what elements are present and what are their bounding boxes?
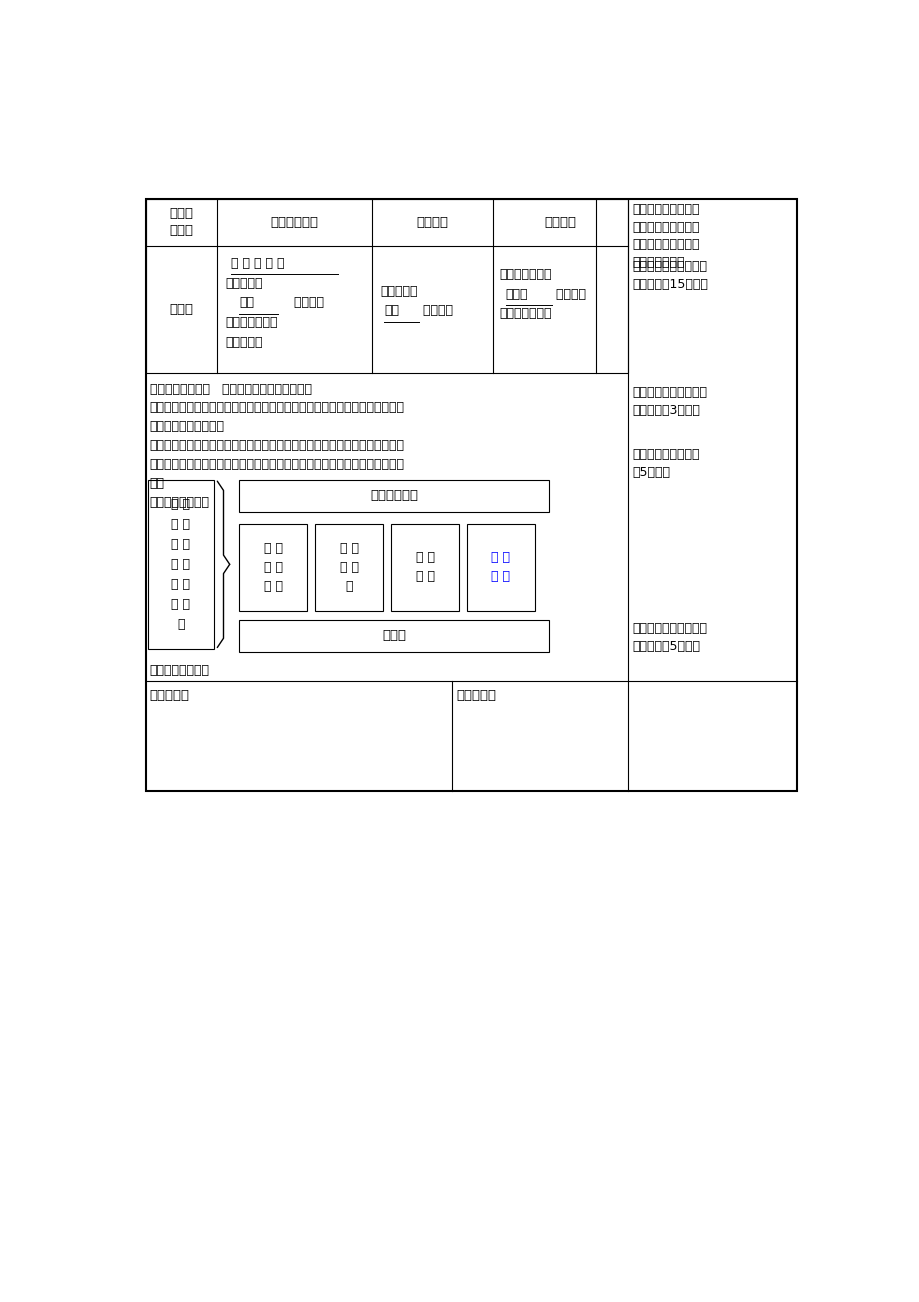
Bar bbox=[314, 525, 382, 611]
Text: 第四步：变式训练   学案上例题作为变式训练题: 第四步：变式训练 学案上例题作为变式训练题 bbox=[150, 383, 312, 396]
Text: 大牧场放牧业: 大牧场放牧业 bbox=[369, 490, 417, 503]
Text: 教师及时把握学生动
态，对记忆和理解有
困难的知识点进行及
时的讲解和点评: 教师及时把握学生动 态，对记忆和理解有 困难的知识点进行及 时的讲解和点评 bbox=[632, 203, 699, 268]
Text: 板书设计：: 板书设计： bbox=[456, 689, 495, 702]
Text: 区位条件: 区位条件 bbox=[416, 216, 448, 229]
Bar bbox=[146, 199, 796, 792]
Text: 新西兰等地: 新西兰等地 bbox=[225, 336, 262, 349]
Text: 北 美 五 大 湖: 北 美 五 大 湖 bbox=[231, 256, 285, 270]
Text: 乳畜业: 乳畜业 bbox=[169, 303, 193, 316]
Text: 掌握: 掌握 bbox=[150, 477, 165, 490]
Text: 乳畜业: 乳畜业 bbox=[381, 629, 405, 642]
Text: 主 要
分 布
地 区: 主 要 分 布 地 区 bbox=[264, 542, 282, 592]
Text: 农业地
域类型: 农业地 域类型 bbox=[169, 207, 193, 237]
Text: 合作探究，视导讨论，
穿插巩固（3分钟）: 合作探究，视导讨论， 穿插巩固（3分钟） bbox=[632, 387, 707, 418]
Text: 让学生自己产生疑问，设置相关问题，自己铺设道路，达到水到渠成的目的，: 让学生自己产生疑问，设置相关问题，自己铺设道路，达到水到渠成的目的， bbox=[150, 401, 404, 414]
Text: 总结升华，回扣目标
（5分钟）: 总结升华，回扣目标 （5分钟） bbox=[632, 448, 699, 479]
Bar bbox=[239, 479, 549, 512]
Bar bbox=[466, 525, 535, 611]
Text: 、集约化: 、集约化 bbox=[551, 288, 585, 301]
Text: 主 要
特 点: 主 要 特 点 bbox=[491, 552, 510, 583]
Text: 需求量大: 需求量大 bbox=[418, 305, 452, 318]
Bar bbox=[146, 199, 628, 374]
Text: 以及澳大利亚、: 以及澳大利亚、 bbox=[225, 316, 278, 329]
Text: 教学反思：: 教学反思： bbox=[150, 689, 189, 702]
Text: 让学生学会图文转换。: 让学生学会图文转换。 bbox=[150, 421, 224, 434]
Text: 城市发展，: 城市发展， bbox=[380, 285, 417, 298]
Bar bbox=[391, 525, 459, 611]
Bar bbox=[239, 525, 307, 611]
Text: 主要分布地区: 主要分布地区 bbox=[270, 216, 319, 229]
Text: 第五步：解惑答疑该环节为学生讨论探究本节课知识点和变式训练以及尝试训: 第五步：解惑答疑该环节为学生讨论探究本节课知识点和变式训练以及尝试训 bbox=[150, 439, 404, 452]
Text: 区 位
条 件: 区 位 条 件 bbox=[415, 552, 434, 583]
Text: 市场: 市场 bbox=[383, 305, 399, 318]
Text: 畜牧业地域类型: 畜牧业地域类型 bbox=[499, 307, 551, 320]
Text: 以 畜
牧 业
为 主
的 农
业 地
域 类
型: 以 畜 牧 业 为 主 的 农 业 地 域 类 型 bbox=[171, 497, 190, 631]
Text: 、中欧，: 、中欧， bbox=[278, 297, 323, 310]
Text: 第七步：当堂检测: 第七步：当堂检测 bbox=[150, 664, 210, 677]
Text: 商品化: 商品化 bbox=[505, 288, 528, 301]
Text: 周围地区、: 周围地区、 bbox=[225, 277, 262, 290]
Text: 面向城市市场的: 面向城市市场的 bbox=[499, 268, 551, 281]
Bar bbox=[147, 479, 214, 648]
Text: 练的习题，通过生生互动，师生互动，生生质疑，师生质疑把本节课知识真正: 练的习题，通过生生互动，师生互动，生生质疑，师生质疑把本节课知识真正 bbox=[150, 458, 404, 471]
Text: 第六步：构建网络: 第六步：构建网络 bbox=[150, 496, 210, 509]
Text: 主 要
农 产
品: 主 要 农 产 品 bbox=[339, 542, 358, 592]
Text: 主要特点: 主要特点 bbox=[544, 216, 576, 229]
Bar bbox=[239, 620, 549, 652]
Text: 变式拓展，感悟实践，
质疑互动（15分钟）: 变式拓展，感悟实践， 质疑互动（15分钟） bbox=[632, 260, 708, 292]
Text: 限时独立，快速反馈，
体验收获（5分钟）: 限时独立，快速反馈， 体验收获（5分钟） bbox=[632, 622, 707, 654]
Text: 西欧: 西欧 bbox=[239, 297, 254, 310]
